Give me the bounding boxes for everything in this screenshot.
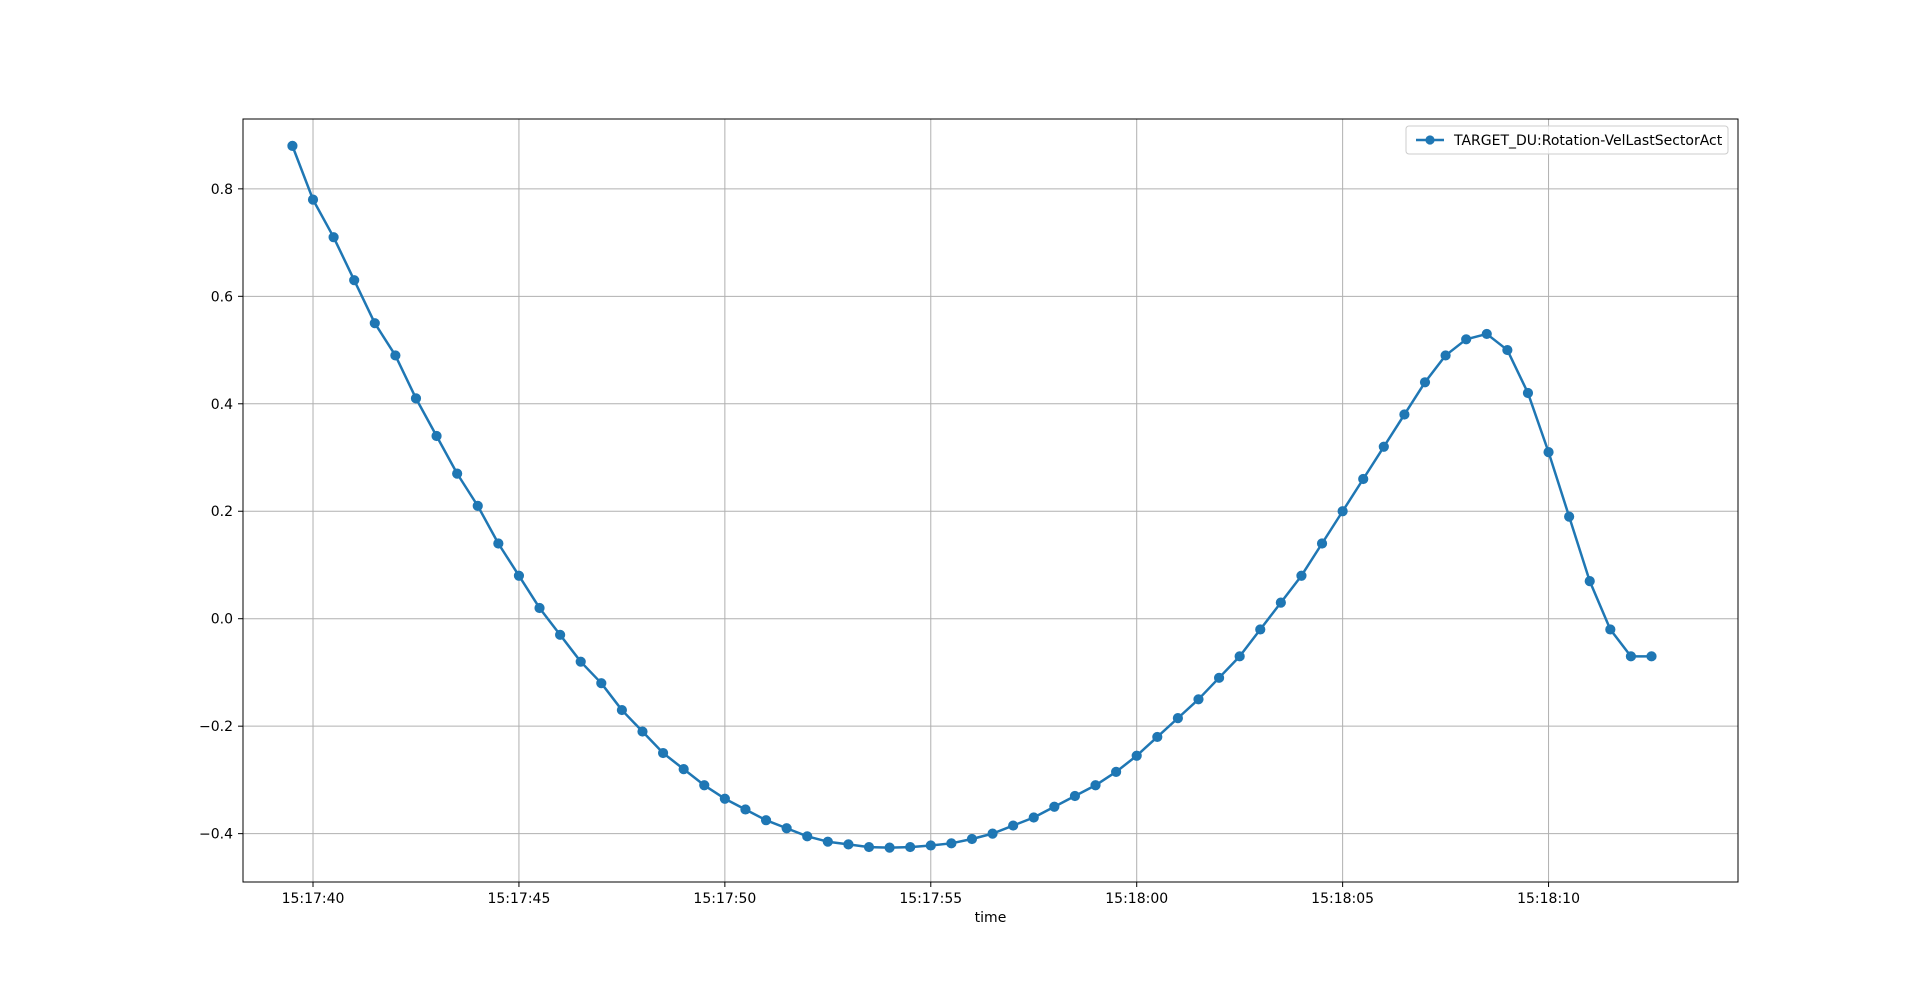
data-point [1172,713,1183,724]
data-point [1090,780,1101,791]
data-point [616,704,627,716]
legend-label: TARGET_DU:Rotation-VelLastSectorAct [1453,133,1723,149]
x-tick-label: 15:18:05 [1311,891,1374,907]
data-point [287,140,298,151]
data-point [1646,651,1657,662]
legend-marker [1425,135,1435,145]
data-point [946,838,957,849]
data-point [1028,812,1039,823]
data-point [1502,344,1513,356]
data-point [657,747,669,759]
data-point [781,823,792,834]
data-point [1213,672,1225,683]
data-point [1111,766,1122,777]
data-point [534,602,545,614]
grid-lines [243,119,1738,882]
data-point [555,629,566,640]
data-point [1049,801,1060,812]
y-tick-label: 0.6 [211,289,233,305]
y-tick-label: 0.8 [211,182,233,198]
x-tick-label: 15:18:00 [1105,891,1168,907]
data-point [678,764,689,775]
data-point [1358,473,1369,485]
data-point [905,841,916,853]
x-axis: 15:17:40 15:17:45 15:17:50 15:17:55 15:18:00… [282,882,1580,907]
data-point [987,828,998,839]
data-point [452,468,463,479]
data-point [1255,624,1266,635]
y-tick-label: 0.0 [211,612,233,628]
y-tick-label: −0.4 [199,827,233,843]
data-point [349,275,360,286]
data-point [1399,409,1410,420]
data-point [1605,624,1616,635]
data-point [596,678,607,689]
data-point [863,841,875,853]
data-point [760,815,772,826]
data-point [802,831,813,842]
data-point [699,780,710,791]
data-point [410,393,422,404]
legend: TARGET_DU:Rotation-VelLastSectorAct [1405,125,1729,155]
data-point [843,839,854,850]
data-point [1522,387,1534,399]
data-point [575,656,586,667]
data-point [1193,694,1204,705]
x-tick-label: 15:17:40 [282,891,345,907]
data-point [925,840,936,851]
data-point [740,804,751,815]
x-axis-label: time [975,910,1007,926]
data-point [719,793,730,804]
y-axis: −0.4 −0.2 0.0 0.2 0.4 0.6 0.8 [199,182,243,843]
data-point [1481,328,1492,340]
data-point [1461,334,1472,345]
data-point [1008,820,1019,831]
data-point [1337,506,1348,517]
axes-frame [242,118,1739,883]
data-point [1584,575,1595,587]
data-point [637,726,648,737]
data-point [1564,511,1575,522]
data-point [884,842,895,853]
y-tick-label: −0.2 [199,719,233,735]
data-point [1152,731,1163,743]
data-point [493,538,504,549]
data-point [307,194,319,205]
x-tick-label: 15:18:10 [1517,891,1580,907]
data-point [431,430,442,442]
data-point [472,500,483,511]
y-tick-label: 0.4 [211,397,233,413]
data-point [1275,597,1286,608]
data-point [1316,538,1328,549]
data-point [1625,651,1637,662]
data-point [1378,441,1389,452]
data-point [966,833,978,845]
legend-box [1405,125,1729,155]
data-point [1296,570,1307,581]
x-tick-label: 15:17:45 [487,891,550,907]
data-point [1440,350,1451,361]
data-point [1543,447,1554,458]
data-point [513,570,525,581]
data-point [1234,651,1245,662]
data-point [328,232,339,243]
x-tick-label: 15:17:50 [693,891,756,907]
data-point [1069,790,1081,802]
data-point [369,318,380,329]
data-point [390,350,401,361]
y-tick-label: 0.2 [211,504,233,520]
series-layer [287,140,1657,853]
data-point [1419,377,1431,388]
x-tick-label: 15:17:55 [899,891,962,907]
data-point [822,836,833,847]
data-point [1131,750,1142,761]
